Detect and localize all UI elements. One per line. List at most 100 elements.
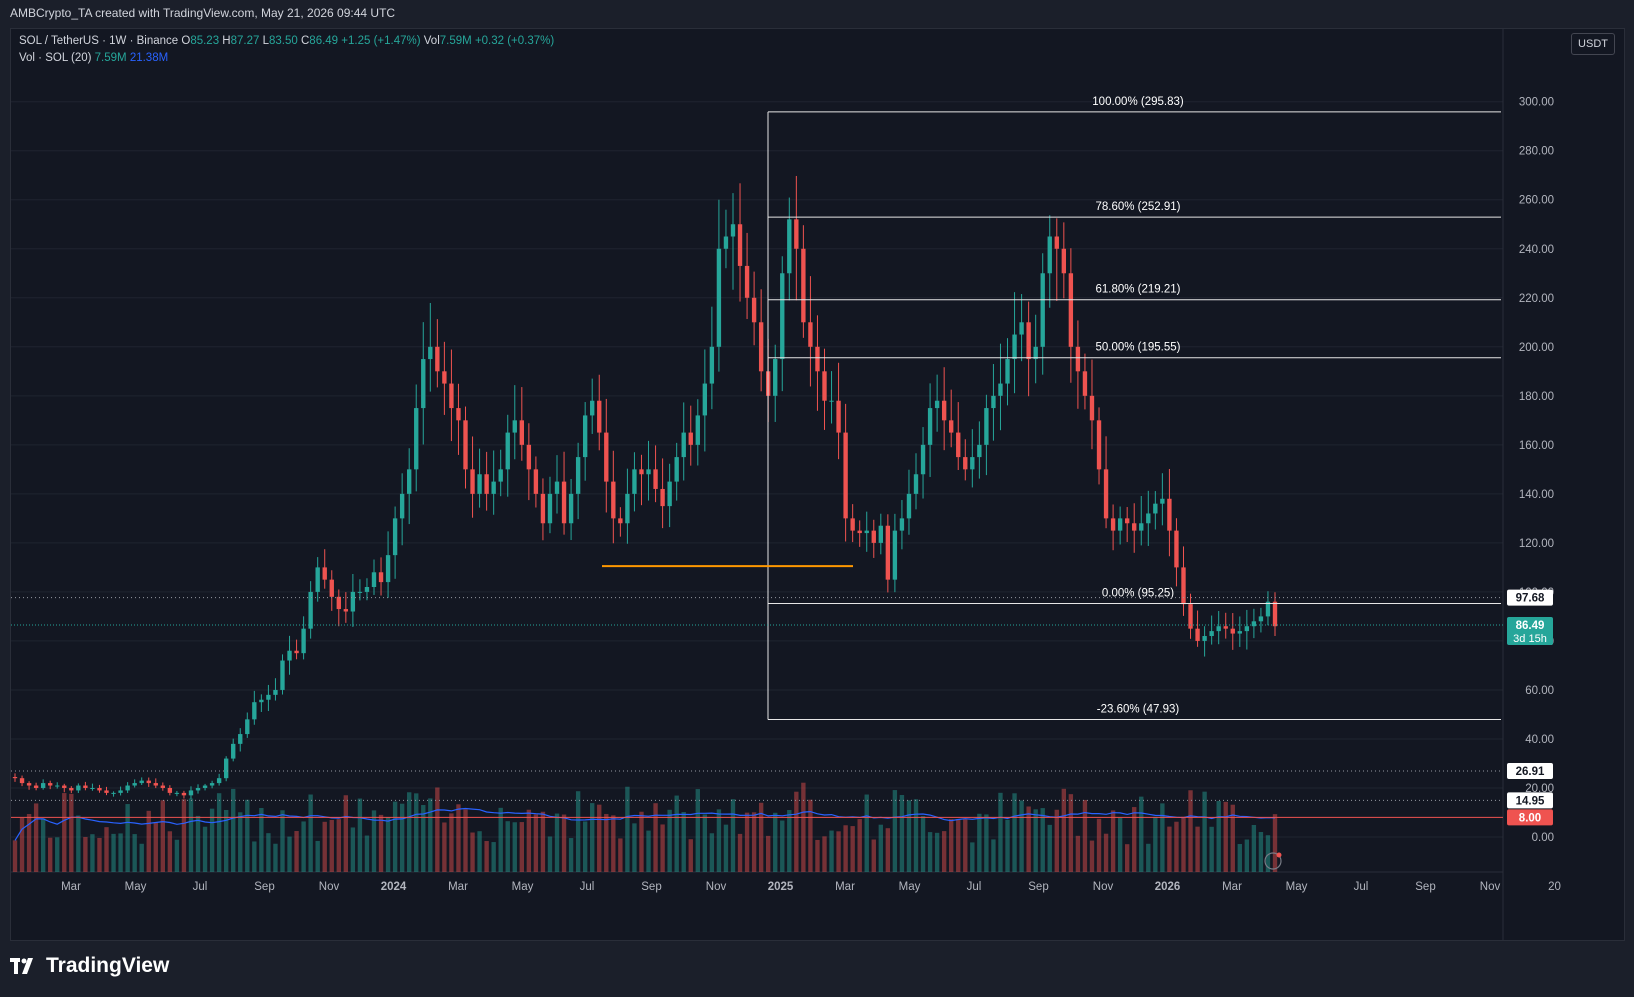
y-tick-label: 140.00: [1519, 489, 1554, 501]
candle-body: [146, 780, 151, 784]
volume-bar: [885, 828, 891, 872]
volume-bar: [1167, 826, 1172, 872]
volume-bar: [920, 816, 926, 872]
candle-body: [1181, 567, 1186, 605]
candle-body: [1265, 601, 1271, 617]
candle-body: [625, 493, 630, 524]
volume-bar: [421, 805, 426, 872]
volume-bar: [428, 798, 433, 872]
volume-bar: [498, 807, 503, 872]
candle-body: [1160, 498, 1165, 504]
volume-bar: [1216, 800, 1221, 872]
vol-change-value: +0.32 (+0.37%): [474, 35, 555, 47]
tradingview-logo: TradingView: [10, 950, 169, 982]
volume-indicator-title[interactable]: Vol · SOL (20): [19, 52, 92, 64]
candle-body: [716, 248, 722, 347]
volume-bar: [1019, 800, 1024, 872]
close-value: 86.49: [309, 35, 339, 47]
volume-bar: [941, 831, 947, 872]
candle-body: [970, 457, 975, 470]
candle-body: [442, 371, 447, 384]
candle-body: [836, 400, 841, 433]
symbol-label[interactable]: SOL / TetherUS · 1W · Binance: [19, 35, 179, 47]
price-marker-box: [1507, 589, 1553, 606]
volume-bar: [33, 803, 39, 872]
volume-bar: [561, 814, 567, 872]
x-tick-label: May: [899, 881, 921, 893]
volume-bar: [294, 831, 299, 872]
volume-bar: [392, 801, 398, 872]
price-marker-box: [1507, 617, 1553, 646]
candle-body: [1096, 420, 1102, 470]
volume-bar: [1230, 804, 1235, 872]
volume-bar: [815, 839, 820, 872]
candle-body: [90, 787, 95, 789]
candle-body: [751, 297, 757, 323]
candle-body: [343, 609, 349, 612]
volume-bar: [1244, 839, 1250, 872]
volume-bar: [1026, 806, 1031, 872]
candle-body: [1110, 518, 1116, 531]
candle-body: [1153, 503, 1158, 514]
volume-bar: [118, 833, 123, 872]
volume-bar: [604, 813, 609, 872]
candle-body: [815, 346, 820, 372]
candle-body: [829, 400, 834, 402]
volume-bar: [456, 804, 461, 872]
candle-body: [111, 792, 116, 794]
replay-icon[interactable]: [1264, 852, 1282, 870]
volume-bar: [1005, 819, 1010, 872]
candle-body: [885, 525, 891, 580]
volume-bar: [463, 809, 468, 872]
volume-bar: [1061, 788, 1067, 872]
candle-body: [604, 432, 609, 482]
candle-body: [407, 469, 412, 494]
volume-bar: [273, 843, 278, 872]
candle-body: [611, 481, 616, 519]
volume-bar: [695, 789, 700, 872]
volume-bar: [1012, 793, 1017, 872]
candle-body: [132, 783, 137, 786]
vol-value: 7.59M: [439, 35, 472, 47]
candle-body: [575, 457, 581, 494]
candle-body: [259, 699, 264, 703]
volume-bar: [308, 794, 313, 872]
volume-bar: [1272, 814, 1278, 872]
candle-body: [1244, 626, 1250, 632]
volume-bar: [829, 830, 834, 872]
price-marker-label: 86.49: [1516, 620, 1545, 632]
volume-bar: [470, 832, 475, 872]
candle-body: [949, 420, 954, 433]
candle-body: [456, 408, 461, 421]
price-chart[interactable]: 0.0020.0040.0060.0080.00100.00120.00140.…: [11, 29, 1624, 940]
volume-bar: [477, 831, 482, 872]
volume-bar: [26, 813, 32, 872]
candle-body: [245, 719, 250, 735]
x-tick-label: Jul: [580, 881, 595, 893]
candle-body: [1117, 518, 1123, 531]
candle-body: [231, 743, 236, 759]
volume-bar: [449, 813, 454, 872]
candle-body: [428, 346, 433, 360]
candle-body: [920, 444, 926, 475]
candle-body: [266, 694, 271, 700]
candle-body: [273, 689, 278, 695]
candle-body: [512, 420, 517, 433]
y-tick-label: 40.00: [1525, 734, 1554, 746]
volume-bar: [850, 826, 855, 872]
candle-body: [125, 785, 130, 791]
candle-body: [660, 488, 665, 507]
volume-bar: [442, 822, 447, 872]
candle-body: [1033, 346, 1038, 360]
volume-bar: [801, 782, 806, 872]
volume-bar: [1209, 826, 1214, 872]
candle-body: [850, 518, 855, 531]
volume-ma-value: 21.38M: [129, 52, 169, 64]
volume-bar: [554, 813, 560, 872]
candle-body: [188, 790, 194, 796]
currency-button[interactable]: USDT: [1571, 33, 1615, 55]
candle-body: [392, 518, 398, 556]
volume-bar: [1188, 790, 1193, 872]
volume-bar: [245, 799, 250, 872]
x-tick-label: May: [1286, 881, 1308, 893]
